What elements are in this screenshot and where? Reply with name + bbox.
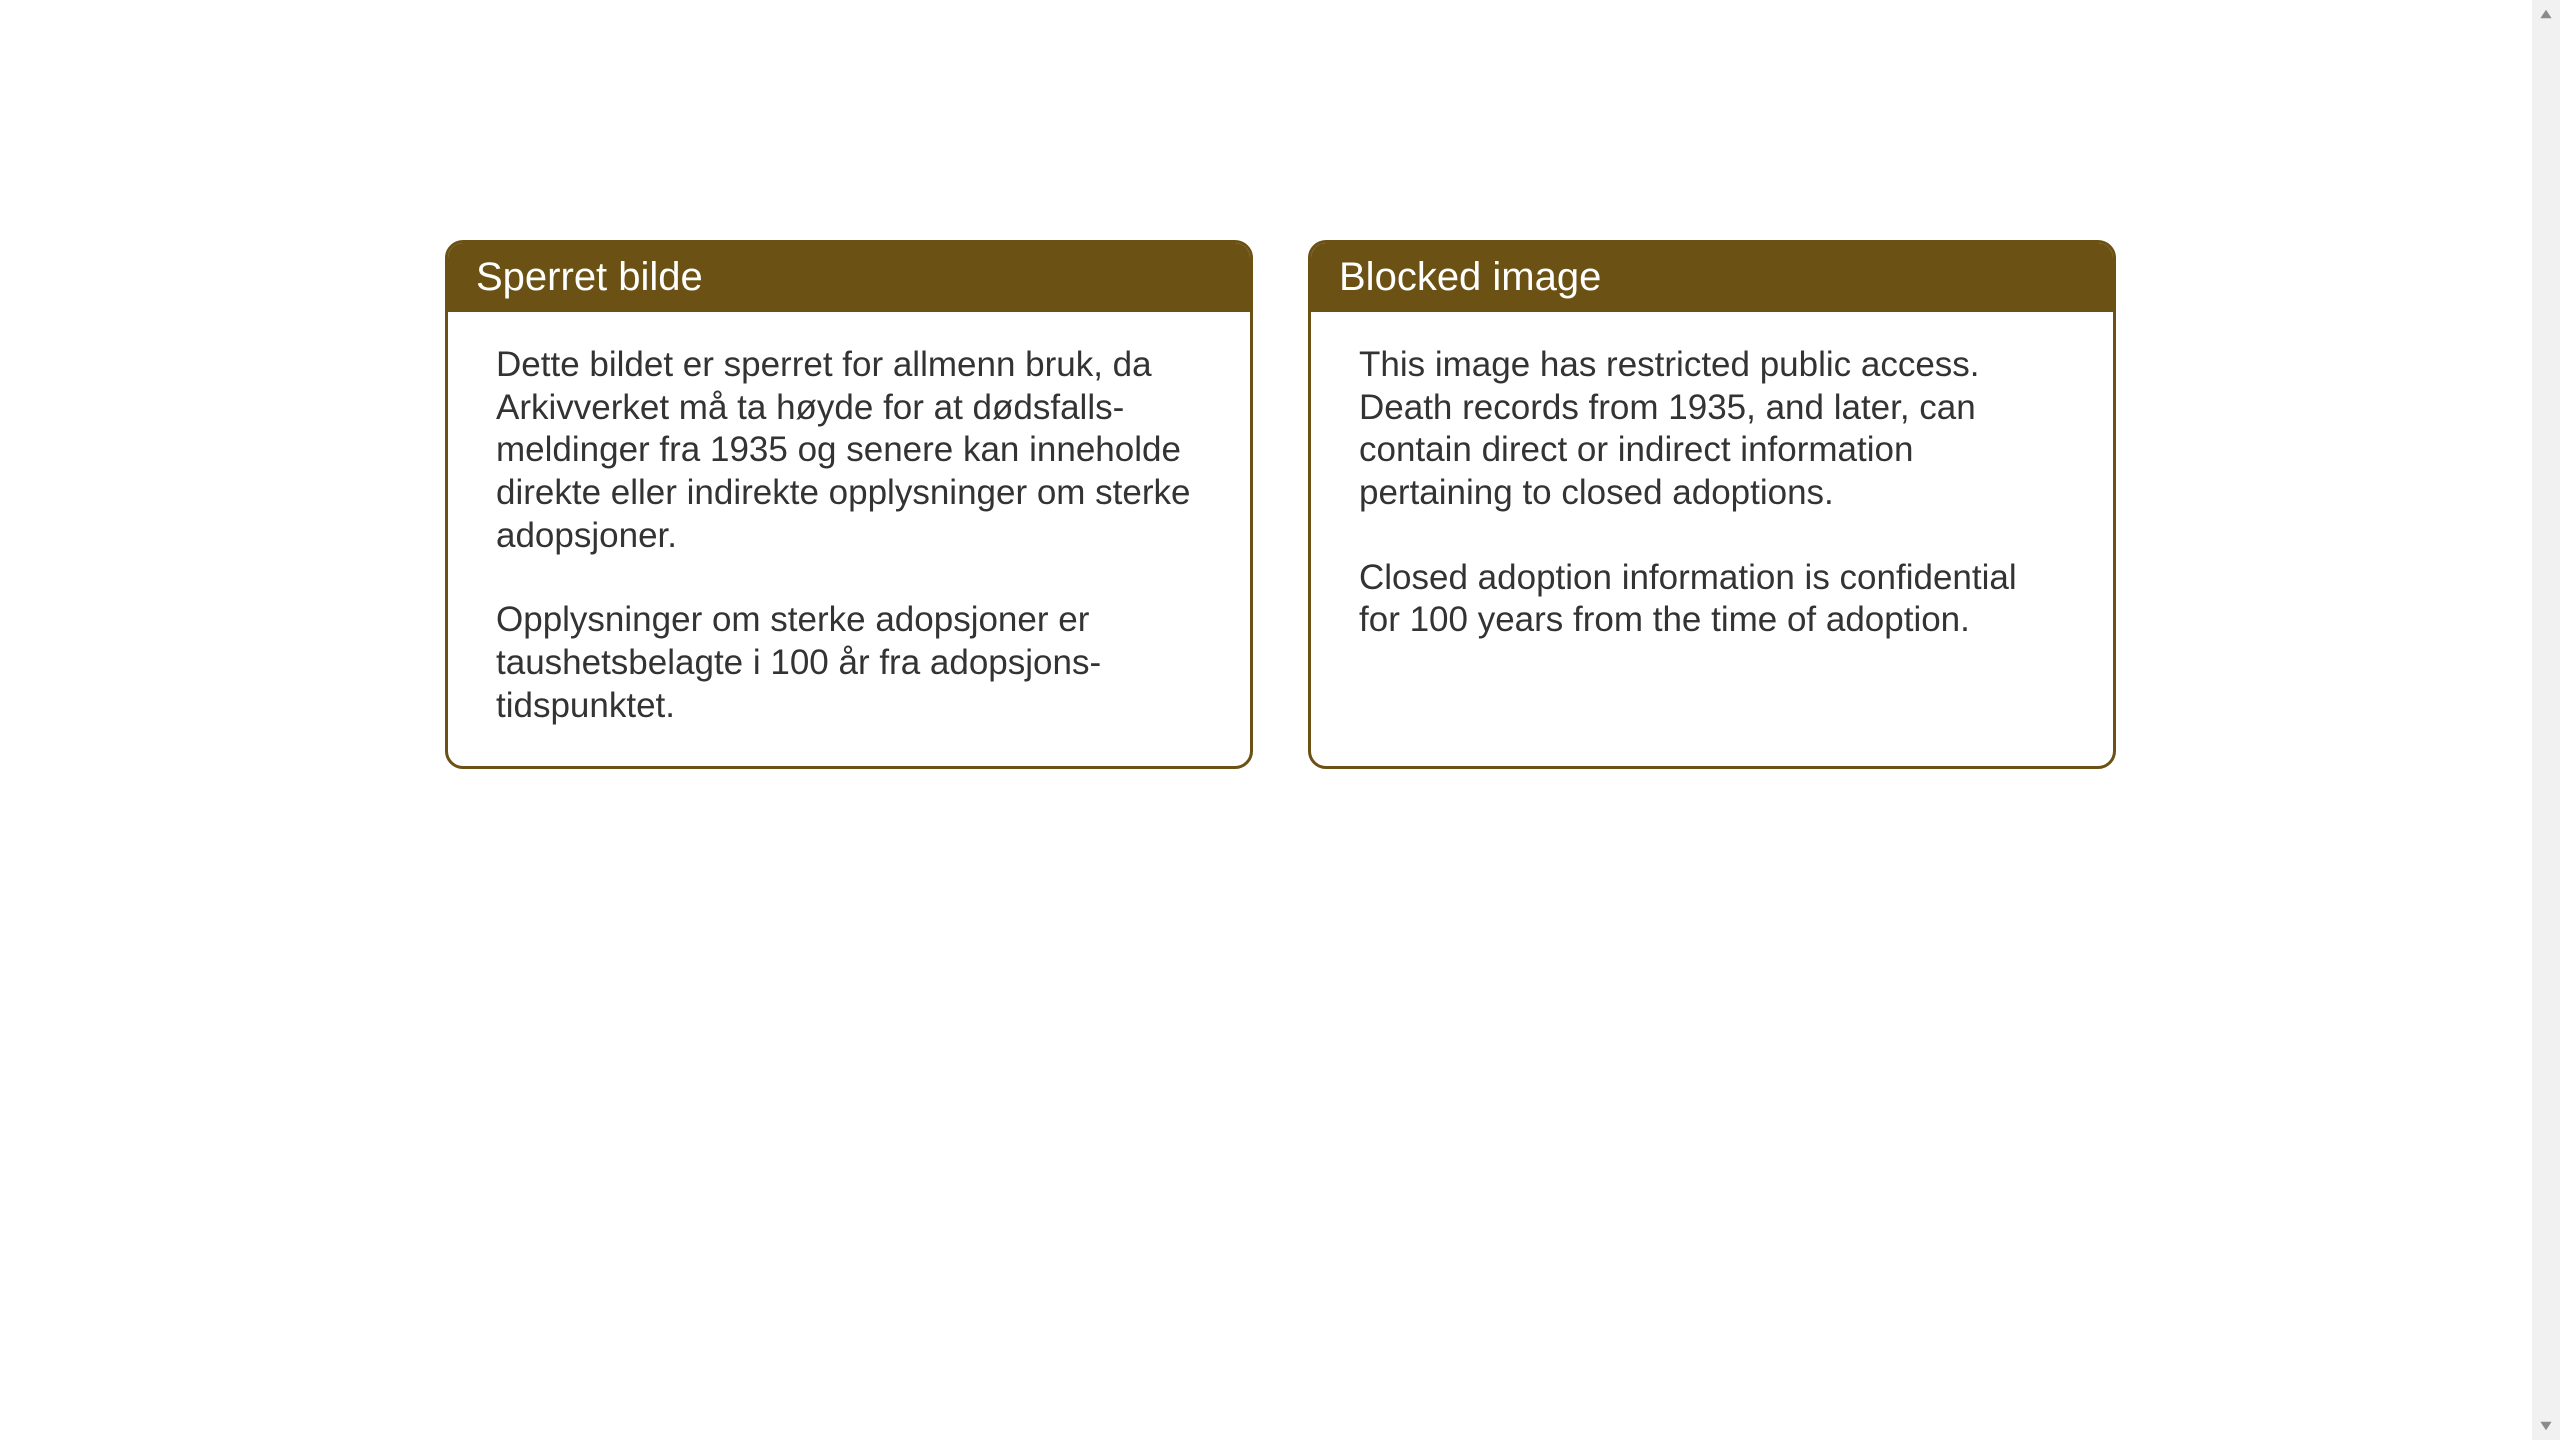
scrollbar-down-arrow[interactable] <box>2532 1412 2560 1440</box>
norwegian-paragraph-1: Dette bildet er sperret for allmenn bruk… <box>496 344 1202 557</box>
scrollbar-up-arrow[interactable] <box>2532 0 2560 28</box>
english-paragraph-2: Closed adoption information is confident… <box>1359 557 2065 642</box>
chevron-up-icon <box>2539 7 2553 21</box>
norwegian-card-body: Dette bildet er sperret for allmenn bruk… <box>448 312 1250 766</box>
vertical-scrollbar[interactable] <box>2532 0 2560 1440</box>
notice-cards-container: Sperret bilde Dette bildet er sperret fo… <box>445 240 2116 769</box>
norwegian-card-title: Sperret bilde <box>448 243 1250 312</box>
english-card-body: This image has restricted public access.… <box>1311 312 2113 680</box>
norwegian-notice-card: Sperret bilde Dette bildet er sperret fo… <box>445 240 1253 769</box>
english-paragraph-1: This image has restricted public access.… <box>1359 344 2065 515</box>
norwegian-paragraph-2: Opplysninger om sterke adopsjoner er tau… <box>496 599 1202 727</box>
chevron-down-icon <box>2539 1419 2553 1433</box>
english-notice-card: Blocked image This image has restricted … <box>1308 240 2116 769</box>
english-card-title: Blocked image <box>1311 243 2113 312</box>
